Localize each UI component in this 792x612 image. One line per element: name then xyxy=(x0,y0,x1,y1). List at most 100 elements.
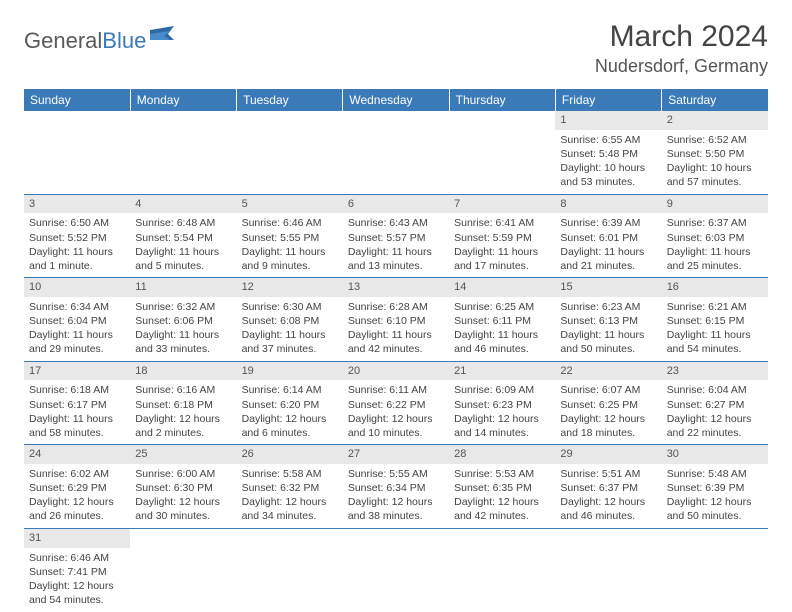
day-info-cell: Sunrise: 6:23 AMSunset: 6:13 PMDaylight:… xyxy=(555,297,661,361)
sunrise-text: Sunrise: 6:34 AM xyxy=(29,300,125,314)
daylight-text: Daylight: 11 hours and 50 minutes. xyxy=(560,328,656,356)
daylight-text: Daylight: 11 hours and 9 minutes. xyxy=(242,245,338,273)
day-info-cell xyxy=(449,548,555,612)
day-info-cell: Sunrise: 6:07 AMSunset: 6:25 PMDaylight:… xyxy=(555,380,661,444)
weekday-header: Wednesday xyxy=(343,89,449,111)
weekday-header: Saturday xyxy=(662,89,768,111)
sunrise-text: Sunrise: 6:02 AM xyxy=(29,467,125,481)
day-info-cell: Sunrise: 6:16 AMSunset: 6:18 PMDaylight:… xyxy=(130,380,236,444)
month-title: March 2024 xyxy=(595,20,768,54)
day-number-cell: 25 xyxy=(130,445,236,464)
brand-logo: GeneralBlue xyxy=(24,26,176,55)
day-info-cell xyxy=(24,130,130,194)
day-number-cell: 22 xyxy=(555,361,661,380)
sunset-text: Sunset: 6:03 PM xyxy=(667,231,763,245)
day-info-cell: Sunrise: 6:37 AMSunset: 6:03 PMDaylight:… xyxy=(662,213,768,277)
day-info-cell xyxy=(237,130,343,194)
sunrise-text: Sunrise: 6:55 AM xyxy=(560,133,656,147)
brand-gray: General xyxy=(24,28,102,53)
sunset-text: Sunset: 6:10 PM xyxy=(348,314,444,328)
sunset-text: Sunset: 6:06 PM xyxy=(135,314,231,328)
sunrise-text: Sunrise: 6:52 AM xyxy=(667,133,763,147)
sunset-text: Sunset: 7:41 PM xyxy=(29,565,125,579)
sunrise-text: Sunrise: 6:11 AM xyxy=(348,383,444,397)
day-number-cell: 24 xyxy=(24,445,130,464)
sunset-text: Sunset: 6:18 PM xyxy=(135,398,231,412)
sunset-text: Sunset: 6:34 PM xyxy=(348,481,444,495)
day-number-cell: 2 xyxy=(662,111,768,130)
daylight-text: Daylight: 12 hours and 54 minutes. xyxy=(29,579,125,607)
sunrise-text: Sunrise: 6:23 AM xyxy=(560,300,656,314)
sunrise-text: Sunrise: 5:48 AM xyxy=(667,467,763,481)
day-number-cell: 1 xyxy=(555,111,661,130)
day-info-cell: Sunrise: 6:25 AMSunset: 6:11 PMDaylight:… xyxy=(449,297,555,361)
calendar-table: SundayMondayTuesdayWednesdayThursdayFrid… xyxy=(24,89,768,611)
day-number-cell: 9 xyxy=(662,194,768,213)
daylight-text: Daylight: 12 hours and 18 minutes. xyxy=(560,412,656,440)
day-info-row: Sunrise: 6:18 AMSunset: 6:17 PMDaylight:… xyxy=(24,380,768,444)
day-info-cell: Sunrise: 6:43 AMSunset: 5:57 PMDaylight:… xyxy=(343,213,449,277)
day-info-cell: Sunrise: 6:32 AMSunset: 6:06 PMDaylight:… xyxy=(130,297,236,361)
day-number-cell xyxy=(662,528,768,547)
sunrise-text: Sunrise: 6:07 AM xyxy=(560,383,656,397)
day-info-cell: Sunrise: 6:52 AMSunset: 5:50 PMDaylight:… xyxy=(662,130,768,194)
day-number-cell: 14 xyxy=(449,278,555,297)
sunrise-text: Sunrise: 6:46 AM xyxy=(242,216,338,230)
day-number-row: 3456789 xyxy=(24,194,768,213)
sunset-text: Sunset: 6:08 PM xyxy=(242,314,338,328)
day-info-cell: Sunrise: 5:48 AMSunset: 6:39 PMDaylight:… xyxy=(662,464,768,528)
sunset-text: Sunset: 6:29 PM xyxy=(29,481,125,495)
sunset-text: Sunset: 5:57 PM xyxy=(348,231,444,245)
day-number-cell xyxy=(237,528,343,547)
daylight-text: Daylight: 11 hours and 13 minutes. xyxy=(348,245,444,273)
sunset-text: Sunset: 5:55 PM xyxy=(242,231,338,245)
day-number-cell: 4 xyxy=(130,194,236,213)
sunrise-text: Sunrise: 6:41 AM xyxy=(454,216,550,230)
daylight-text: Daylight: 11 hours and 5 minutes. xyxy=(135,245,231,273)
daylight-text: Daylight: 10 hours and 57 minutes. xyxy=(667,161,763,189)
day-number-cell xyxy=(130,528,236,547)
day-info-cell xyxy=(662,548,768,612)
sunset-text: Sunset: 6:27 PM xyxy=(667,398,763,412)
day-number-cell: 31 xyxy=(24,528,130,547)
sunset-text: Sunset: 6:15 PM xyxy=(667,314,763,328)
day-info-cell xyxy=(555,548,661,612)
day-info-cell: Sunrise: 6:11 AMSunset: 6:22 PMDaylight:… xyxy=(343,380,449,444)
day-number-row: 31 xyxy=(24,528,768,547)
day-info-row: Sunrise: 6:34 AMSunset: 6:04 PMDaylight:… xyxy=(24,297,768,361)
sunrise-text: Sunrise: 6:48 AM xyxy=(135,216,231,230)
day-number-cell: 3 xyxy=(24,194,130,213)
brand-blue: Blue xyxy=(102,28,146,53)
day-number-cell: 29 xyxy=(555,445,661,464)
daylight-text: Daylight: 12 hours and 46 minutes. xyxy=(560,495,656,523)
sunrise-text: Sunrise: 6:25 AM xyxy=(454,300,550,314)
sunrise-text: Sunrise: 5:53 AM xyxy=(454,467,550,481)
sunrise-text: Sunrise: 5:51 AM xyxy=(560,467,656,481)
daylight-text: Daylight: 12 hours and 42 minutes. xyxy=(454,495,550,523)
day-number-cell: 12 xyxy=(237,278,343,297)
day-info-cell: Sunrise: 6:21 AMSunset: 6:15 PMDaylight:… xyxy=(662,297,768,361)
day-number-cell: 23 xyxy=(662,361,768,380)
day-number-cell: 16 xyxy=(662,278,768,297)
sunset-text: Sunset: 6:17 PM xyxy=(29,398,125,412)
sunrise-text: Sunrise: 5:55 AM xyxy=(348,467,444,481)
day-info-cell: Sunrise: 6:09 AMSunset: 6:23 PMDaylight:… xyxy=(449,380,555,444)
page-header: GeneralBlue March 2024 Nudersdorf, Germa… xyxy=(24,20,768,77)
daylight-text: Daylight: 11 hours and 25 minutes. xyxy=(667,245,763,273)
day-info-cell: Sunrise: 5:53 AMSunset: 6:35 PMDaylight:… xyxy=(449,464,555,528)
sunrise-text: Sunrise: 6:09 AM xyxy=(454,383,550,397)
day-info-cell: Sunrise: 6:41 AMSunset: 5:59 PMDaylight:… xyxy=(449,213,555,277)
day-info-cell: Sunrise: 5:51 AMSunset: 6:37 PMDaylight:… xyxy=(555,464,661,528)
weekday-header-row: SundayMondayTuesdayWednesdayThursdayFrid… xyxy=(24,89,768,111)
daylight-text: Daylight: 11 hours and 1 minute. xyxy=(29,245,125,273)
day-info-row: Sunrise: 6:46 AMSunset: 7:41 PMDaylight:… xyxy=(24,548,768,612)
weekday-header: Sunday xyxy=(24,89,130,111)
day-number-cell xyxy=(343,528,449,547)
daylight-text: Daylight: 11 hours and 58 minutes. xyxy=(29,412,125,440)
daylight-text: Daylight: 12 hours and 38 minutes. xyxy=(348,495,444,523)
sunset-text: Sunset: 6:13 PM xyxy=(560,314,656,328)
sunrise-text: Sunrise: 6:39 AM xyxy=(560,216,656,230)
day-number-cell xyxy=(130,111,236,130)
day-info-cell: Sunrise: 6:34 AMSunset: 6:04 PMDaylight:… xyxy=(24,297,130,361)
daylight-text: Daylight: 12 hours and 2 minutes. xyxy=(135,412,231,440)
